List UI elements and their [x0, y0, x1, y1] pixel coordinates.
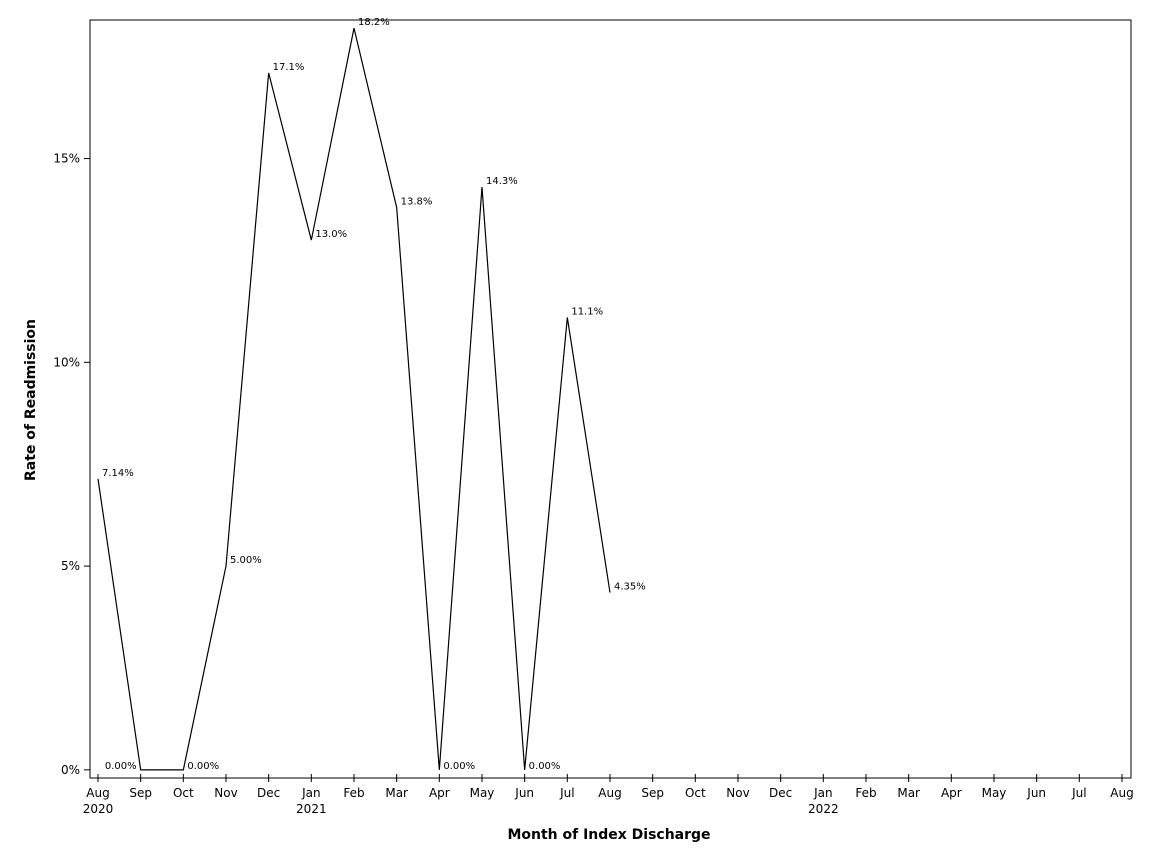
data-labels: 7.14% 0.00% 0.00% 5.00% 17.1% 13.0% 18.2% 13.8%…: [102, 17, 646, 772]
y-tick-label: 10%: [53, 355, 80, 369]
data-label: 11.1%: [571, 306, 603, 317]
x-tick-label: Apr: [429, 786, 450, 800]
x-axis: Aug Sep Oct Nov Dec Jan Feb Mar Apr May Jun Jul Aug S…: [83, 774, 1134, 816]
data-label: 0.00%: [187, 761, 219, 772]
x-tick-label: Oct: [173, 786, 194, 800]
x-year-label: 2020: [83, 802, 114, 816]
y-axis: 0% 5% 10% 15%: [53, 152, 90, 777]
x-year-label: 2021: [296, 802, 327, 816]
data-label: 14.3%: [486, 176, 518, 187]
y-axis-title: Rate of Readmission: [23, 319, 39, 481]
x-tick-label: Dec: [769, 786, 792, 800]
data-label: 0.00%: [529, 761, 561, 772]
data-label: 5.00%: [230, 555, 262, 566]
data-label: 17.1%: [273, 62, 305, 73]
x-tick-label: Feb: [855, 786, 876, 800]
x-tick-label: Sep: [129, 786, 152, 800]
series-group: [98, 28, 610, 770]
x-tick-label: Jun: [1026, 786, 1046, 800]
x-tick-label: Jul: [1071, 786, 1086, 800]
x-axis-title: Month of Index Discharge: [507, 827, 710, 843]
x-tick-label: May: [982, 786, 1007, 800]
data-label: 18.2%: [358, 17, 390, 28]
x-tick-label: Apr: [941, 786, 962, 800]
x-year-label: 2022: [808, 802, 839, 816]
y-tick-label: 15%: [53, 152, 80, 166]
data-label: 7.14%: [102, 468, 134, 479]
x-tick-label: Dec: [257, 786, 280, 800]
x-tick-label: Aug: [598, 786, 621, 800]
data-label: 13.0%: [315, 229, 347, 240]
x-tick-label: Mar: [385, 786, 408, 800]
x-tick-label: Oct: [685, 786, 706, 800]
x-tick-label: Mar: [897, 786, 920, 800]
data-label: 0.00%: [443, 761, 475, 772]
data-label: 0.00%: [105, 761, 137, 772]
x-tick-label: May: [470, 786, 495, 800]
x-tick-label: Jul: [559, 786, 574, 800]
x-tick-label: Jun: [514, 786, 534, 800]
series-line: [98, 28, 610, 770]
plot-frame: [90, 20, 1131, 778]
x-tick-label: Sep: [641, 786, 664, 800]
x-tick-label: Nov: [214, 786, 237, 800]
data-label: 4.35%: [614, 582, 646, 593]
x-tick-label: Jan: [813, 786, 833, 800]
x-tick-label: Feb: [343, 786, 364, 800]
x-tick-label: Jan: [301, 786, 321, 800]
y-tick-label: 5%: [61, 559, 80, 573]
x-tick-label: Nov: [726, 786, 749, 800]
data-label: 13.8%: [401, 196, 433, 207]
y-tick-label: 0%: [61, 763, 80, 777]
x-tick-label: Aug: [1110, 786, 1133, 800]
x-tick-label: Aug: [86, 786, 109, 800]
